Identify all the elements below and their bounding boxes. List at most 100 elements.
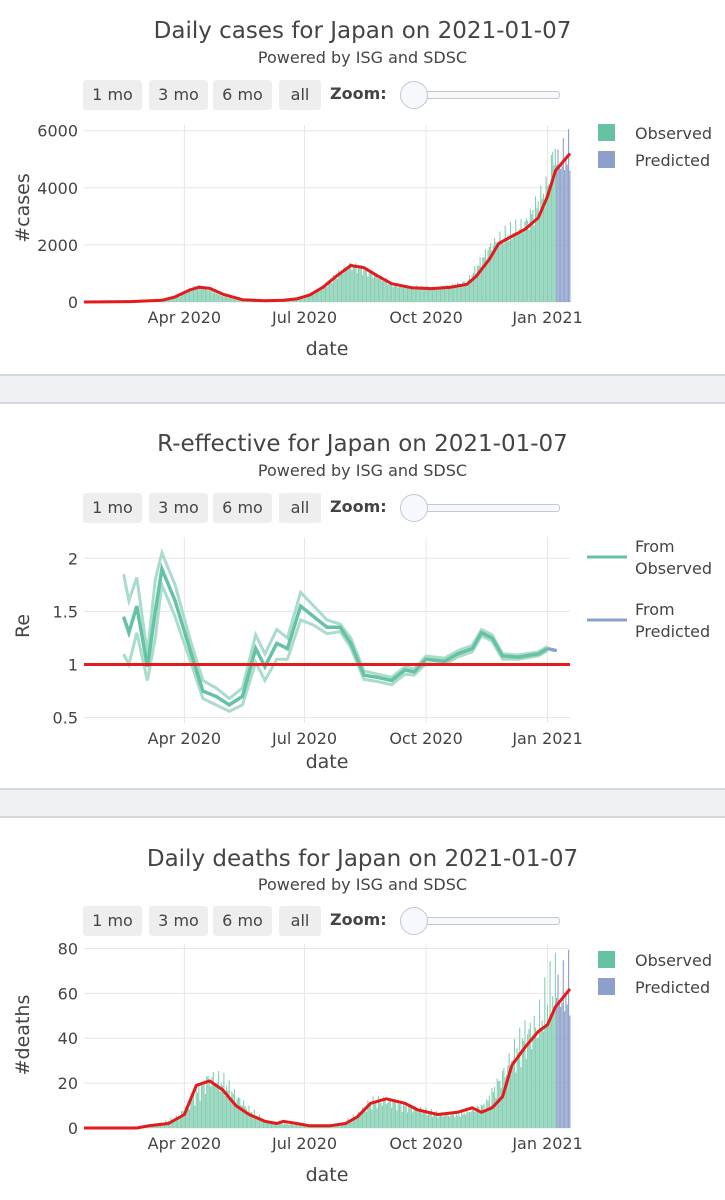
deaths-observed-bar (289, 1123, 291, 1128)
zoom-slider-knob[interactable] (400, 907, 428, 935)
cases-observed-bar (195, 288, 197, 302)
cases-observed-bar (223, 296, 225, 302)
cases-observed-bar (310, 295, 312, 302)
legend-predicted-swatch[interactable] (598, 151, 615, 168)
cases-observed-bar (173, 297, 175, 302)
deaths-observed-bar (358, 1111, 360, 1128)
deaths-observed-bar (459, 1116, 461, 1128)
deaths-observed-bar (380, 1102, 382, 1128)
deaths-observed-bar (241, 1105, 243, 1128)
range-1mo-button[interactable]: 1 mo (83, 493, 142, 523)
deaths-observed-bar (369, 1102, 372, 1128)
cases-observed-bar (339, 273, 341, 302)
cases-observed-bar (401, 284, 403, 302)
cases-observed-bar (459, 283, 461, 302)
cases-observed-bar (480, 267, 482, 302)
deaths-observed-bar (295, 1124, 298, 1128)
range-6mo-button[interactable]: 6 mo (213, 493, 272, 523)
cases-observed-bar (529, 208, 531, 302)
legend-from-predicted-line1[interactable]: From (635, 600, 675, 619)
range-all-button[interactable]: all (279, 493, 321, 523)
cases-observed-bar (499, 231, 501, 302)
range-6mo-button[interactable]: 6 mo (213, 80, 272, 110)
cases-observed-bar (185, 293, 187, 302)
deaths-observed-bar (553, 1006, 555, 1128)
cases-observed-bar (466, 283, 468, 302)
deaths-observed-bar (528, 1029, 530, 1128)
cases-observed-bar (311, 294, 313, 302)
legend-predicted-label[interactable]: Predicted (635, 978, 710, 997)
deaths-observed-bar (488, 1095, 490, 1128)
deaths-observed-bar (447, 1115, 449, 1128)
deaths-observed-bar (416, 1110, 418, 1128)
cases-observed-bar (317, 290, 319, 302)
zoom-slider-knob[interactable] (400, 494, 428, 522)
deaths-observed-bar (537, 1037, 539, 1128)
cases-observed-bar (294, 299, 296, 302)
zoom-label: Zoom: (330, 910, 387, 929)
legend-observed-label[interactable]: Observed (635, 951, 712, 970)
cases-observed-bar (344, 268, 346, 302)
cases-observed-bar (520, 219, 522, 302)
range-3mo-button[interactable]: 3 mo (149, 80, 208, 110)
cases-observed-bar (492, 245, 494, 302)
deaths-observed-bar (269, 1121, 271, 1128)
range-1mo-button[interactable]: 1 mo (83, 906, 142, 936)
zoom-slider-knob[interactable] (400, 81, 428, 109)
legend-observed-label[interactable]: Observed (635, 124, 712, 143)
deaths-observed-bar (396, 1110, 398, 1128)
legend-from-predicted-line2[interactable]: Predicted (635, 622, 710, 641)
cases-observed-bar (537, 201, 539, 302)
cases-observed-bar (236, 299, 238, 302)
cases-observed-bar (177, 297, 179, 302)
deaths-observed-bar (277, 1124, 279, 1128)
deaths-observed-bar (255, 1116, 257, 1128)
cases-observed-bar (524, 221, 526, 302)
deaths-observed-bar (177, 1117, 179, 1128)
cases-observed-bar (498, 244, 500, 302)
cases-observed-bar (203, 286, 205, 302)
cases-observed-bar (512, 232, 514, 302)
cases-observed-bar (413, 287, 415, 302)
range-all-button[interactable]: all (279, 906, 321, 936)
deaths-observed-bar (533, 1015, 535, 1128)
cases-observed-bar (446, 284, 448, 302)
legend-observed-swatch[interactable] (598, 124, 615, 141)
cases-observed-bar (358, 265, 360, 302)
deaths-observed-bar (285, 1123, 287, 1128)
range-all-button[interactable]: all (279, 80, 321, 110)
legend-predicted-swatch[interactable] (598, 978, 615, 995)
deaths-observed-bar (350, 1118, 352, 1128)
deaths-observed-bar (402, 1102, 405, 1128)
deaths-observed-bar (507, 1065, 509, 1128)
range-6mo-button[interactable]: 6 mo (213, 906, 272, 936)
deaths-observed-bar (377, 1095, 379, 1128)
deaths-observed-bar (461, 1109, 463, 1128)
deaths-observed-bar (421, 1113, 423, 1128)
legend-observed-swatch[interactable] (598, 951, 615, 968)
legend-predicted-label[interactable]: Predicted (635, 151, 710, 170)
range-1mo-button[interactable]: 1 mo (83, 80, 142, 110)
cases-observed-bar (215, 293, 217, 302)
range-3mo-button[interactable]: 3 mo (149, 906, 208, 936)
deaths-observed-bar (520, 1067, 522, 1128)
deaths-observed-bar (454, 1117, 456, 1128)
legend-from-observed-line2[interactable]: Observed (635, 559, 712, 578)
deaths-observed-bar (383, 1096, 385, 1128)
deaths-observed-bar (185, 1107, 187, 1128)
range-3mo-button[interactable]: 3 mo (149, 493, 208, 523)
deaths-predicted-bar (561, 1002, 563, 1128)
deaths-observed-bar (348, 1120, 350, 1128)
cases-observed-bar (416, 285, 418, 302)
cases-observed-bar (426, 286, 428, 302)
legend-from-observed-line1[interactable]: From (635, 537, 675, 556)
deaths-observed-bar (437, 1117, 439, 1128)
cases-observed-bar (372, 277, 374, 302)
cases-predicted-bar (565, 158, 567, 302)
cases-observed-bar (395, 285, 397, 302)
deaths-observed-bar (214, 1085, 216, 1128)
cases-observed-bar (538, 218, 541, 302)
cases-observed-bar (392, 286, 394, 302)
deaths-observed-bar (466, 1107, 468, 1128)
deaths-predicted-bar (569, 1015, 571, 1128)
